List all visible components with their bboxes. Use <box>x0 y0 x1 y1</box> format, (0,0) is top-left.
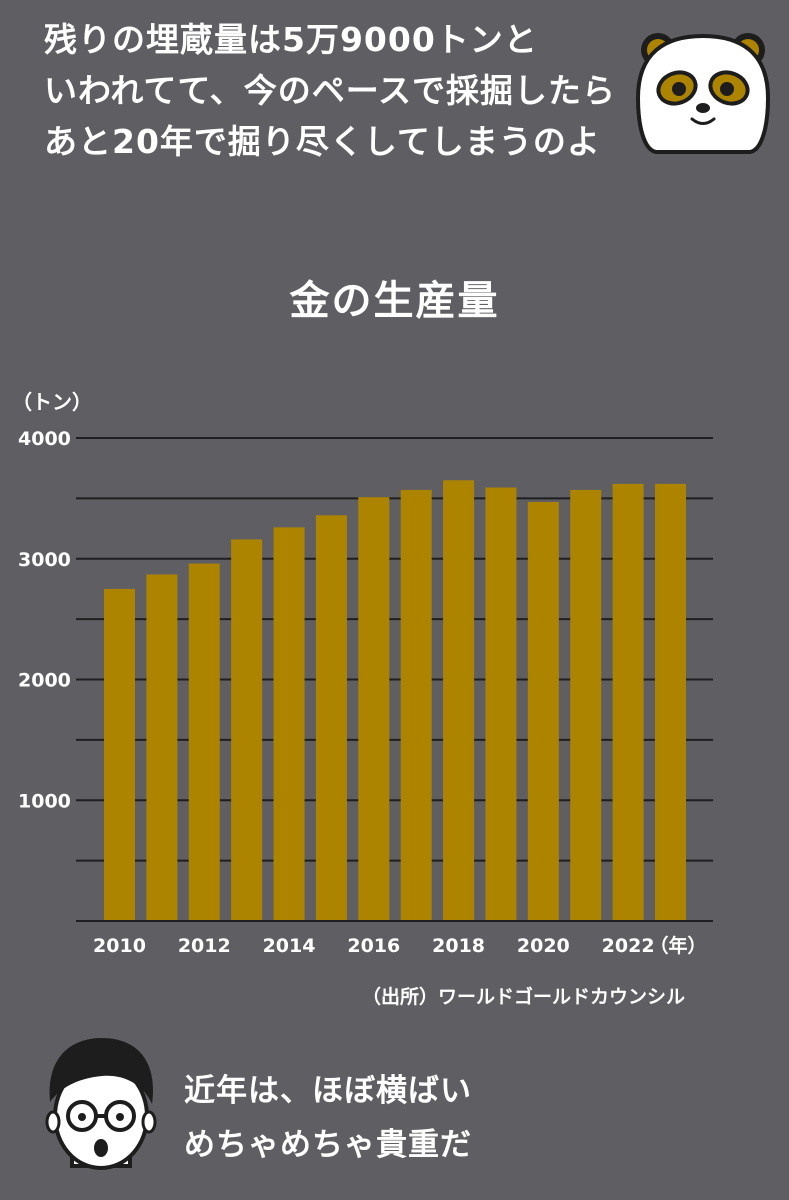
bar-2010 <box>104 588 135 921</box>
y-tick-label: 4000 <box>18 428 71 450</box>
panda-character-icon <box>635 33 771 154</box>
bar-2012 <box>188 563 220 921</box>
y-tick-label: 1000 <box>18 790 71 812</box>
top-speech-line: いわれてて、今のペースで採掘したら <box>44 71 617 110</box>
x-tick-label: 2014 <box>263 935 316 957</box>
bar-2017 <box>400 489 432 921</box>
x-tick-label: 2012 <box>178 935 231 957</box>
bar-2023 <box>655 483 686 921</box>
x-tick-label: 2016 <box>347 935 400 957</box>
x-tick-label: 2018 <box>432 935 485 957</box>
top-speech-line: あと20年で掘り尽くしてしまうのよ <box>44 122 601 161</box>
top-speech-line: 残りの埋蔵量は5万9000トンと <box>44 20 538 59</box>
top-speech-bubble-text: 残りの埋蔵量は5万9000トンと いわれてて、今のペースで採掘したら あと20年… <box>44 14 617 167</box>
gold-production-bar-chart: 1000 2000 3000 4000 2010 2012 2014 2016 2018 2020… <box>18 428 713 957</box>
x-tick-label: 2022 <box>602 935 655 957</box>
bar-2022 <box>612 483 644 921</box>
bar-2019 <box>485 487 517 921</box>
x-tick-label: 2010 <box>93 935 146 957</box>
bar-2016 <box>358 497 390 921</box>
x-tick-label: 2020 <box>517 935 570 957</box>
bar-2018 <box>443 480 475 921</box>
bottom-speech-bubble-text: 近年は、ほぼ横ばい めちゃめちゃ貴重だ <box>184 1064 472 1172</box>
x-axis-unit-label: （年） <box>649 934 706 957</box>
bar-2015 <box>315 515 347 921</box>
bottom-speech-line: めちゃめちゃ貴重だ <box>184 1127 472 1163</box>
bar-2014 <box>273 527 305 921</box>
person-with-glasses-icon <box>45 1038 157 1170</box>
bar-2020 <box>527 501 559 921</box>
bar-2013 <box>231 539 263 921</box>
source-note: （出所）ワールドゴールドカウンシル <box>362 986 686 1008</box>
y-axis-unit-label: （トン） <box>12 390 92 414</box>
bar-2011 <box>146 574 178 921</box>
y-tick-label: 3000 <box>18 549 71 571</box>
bottom-speech-line: 近年は、ほぼ横ばい <box>184 1073 472 1109</box>
chart-title: 金の生産量 <box>289 278 500 324</box>
y-tick-label: 2000 <box>18 670 71 692</box>
bar-2021 <box>570 489 602 921</box>
